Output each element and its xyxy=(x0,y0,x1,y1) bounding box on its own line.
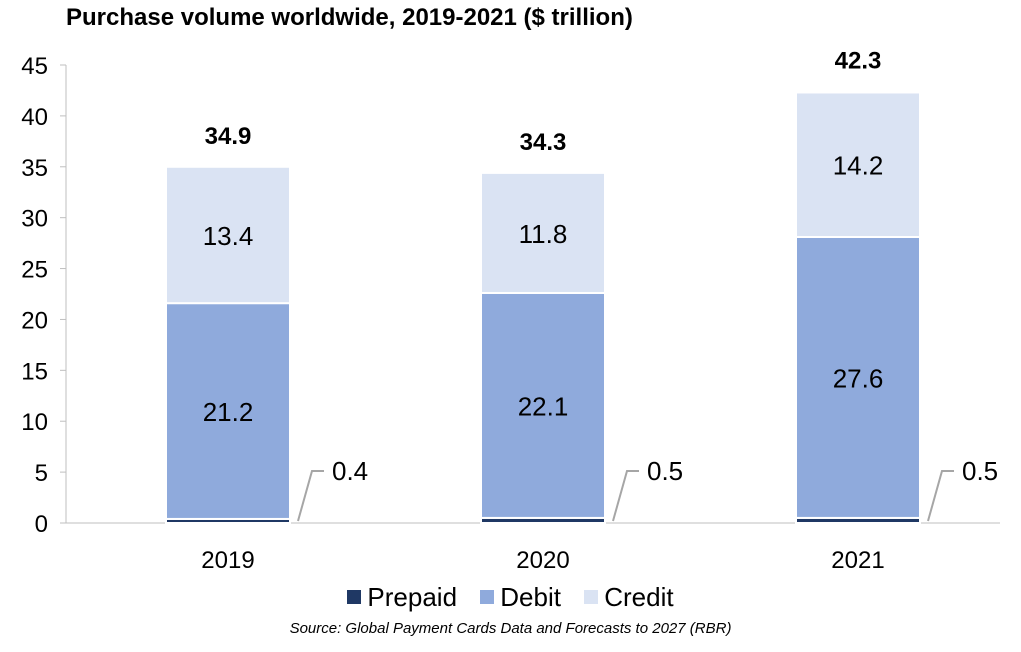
data-label-credit-2020: 11.8 xyxy=(519,219,568,249)
x-tick-label-2020: 2020 xyxy=(516,547,569,574)
total-label-2019: 34.9 xyxy=(205,123,252,150)
legend-label-debit: Debit xyxy=(500,581,561,612)
data-label-debit-2021: 27.6 xyxy=(833,363,884,393)
y-tick-label-40: 40 xyxy=(21,104,48,131)
legend-item-prepaid: Prepaid xyxy=(347,582,457,613)
leader-line-prepaid-2019 xyxy=(297,470,324,522)
bar-debit-2020 xyxy=(480,291,606,519)
y-tick-label-5: 5 xyxy=(35,460,48,487)
y-tick-label-30: 30 xyxy=(21,206,48,233)
legend-item-debit: Debit xyxy=(480,582,561,613)
legend-label-prepaid: Prepaid xyxy=(367,581,458,612)
data-label-prepaid-2021: 0.5 xyxy=(962,456,998,486)
bar-credit-2021 xyxy=(795,91,921,239)
legend-label-credit: Credit xyxy=(604,581,674,612)
legend: Prepaid Debit Credit xyxy=(0,580,1021,613)
bar-credit-2019 xyxy=(165,165,291,305)
y-tick-label-20: 20 xyxy=(21,307,48,334)
y-tick-label-45: 45 xyxy=(21,53,48,80)
bar-debit-2021 xyxy=(795,236,921,519)
data-label-credit-2021: 14.2 xyxy=(833,151,884,181)
total-label-2021: 42.3 xyxy=(835,47,882,74)
legend-item-credit: Credit xyxy=(584,581,674,613)
bar-debit-2019 xyxy=(165,302,291,520)
data-label-debit-2019: 21.2 xyxy=(203,397,254,427)
data-label-credit-2019: 13.4 xyxy=(203,221,254,251)
y-tick-label-10: 10 xyxy=(21,409,48,436)
chart-plot: 0 5 10 15 20 25 30 35 40 45 0.4 21.2 13.4 34.9 2019 0.5… xyxy=(21,47,1000,574)
y-tick-label-25: 25 xyxy=(21,257,48,284)
total-label-2020: 34.3 xyxy=(520,129,567,156)
source-note: Source: Global Payment Cards Data and Fo… xyxy=(289,620,732,637)
data-label-prepaid-2020: 0.5 xyxy=(647,456,683,486)
leader-line-prepaid-2020 xyxy=(612,470,639,522)
y-tick-label-15: 15 xyxy=(21,358,48,385)
chart-title: Purchase volume worldwide, 2019-2021 ($ … xyxy=(66,4,633,31)
data-label-debit-2020: 22.1 xyxy=(518,391,569,421)
data-label-prepaid-2019: 0.4 xyxy=(332,456,368,486)
leader-line-prepaid-2021 xyxy=(927,470,954,522)
x-tick-label-2021: 2021 xyxy=(831,547,884,574)
legend-swatch-prepaid xyxy=(347,590,362,604)
bar-credit-2020 xyxy=(480,171,606,294)
y-tick-label-0: 0 xyxy=(35,511,48,538)
legend-swatch-credit xyxy=(584,590,599,604)
x-tick-label-2019: 2019 xyxy=(201,547,254,574)
legend-swatch-debit xyxy=(480,590,495,604)
y-tick-label-35: 35 xyxy=(21,155,48,182)
